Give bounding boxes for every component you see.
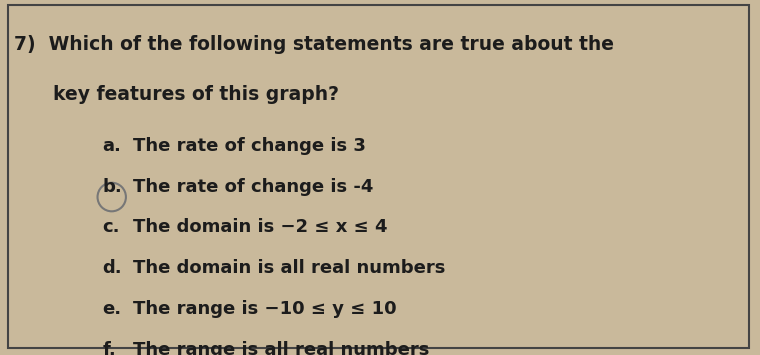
Text: The domain is all real numbers: The domain is all real numbers (133, 259, 445, 277)
Text: The range is −10 ≤ y ≤ 10: The range is −10 ≤ y ≤ 10 (133, 300, 397, 318)
Text: 7)  Which of the following statements are true about the: 7) Which of the following statements are… (14, 36, 613, 55)
Text: c.: c. (103, 218, 120, 236)
Text: a.: a. (103, 137, 122, 155)
Text: e.: e. (103, 300, 122, 318)
Text: key features of this graph?: key features of this graph? (53, 85, 339, 104)
Text: f.: f. (103, 341, 116, 355)
Text: The range is all real numbers: The range is all real numbers (133, 341, 429, 355)
Text: The rate of change is 3: The rate of change is 3 (133, 137, 366, 155)
Text: The rate of change is -4: The rate of change is -4 (133, 178, 373, 196)
Text: d.: d. (103, 259, 122, 277)
Text: The domain is −2 ≤ x ≤ 4: The domain is −2 ≤ x ≤ 4 (133, 218, 388, 236)
Text: b.: b. (103, 178, 122, 196)
